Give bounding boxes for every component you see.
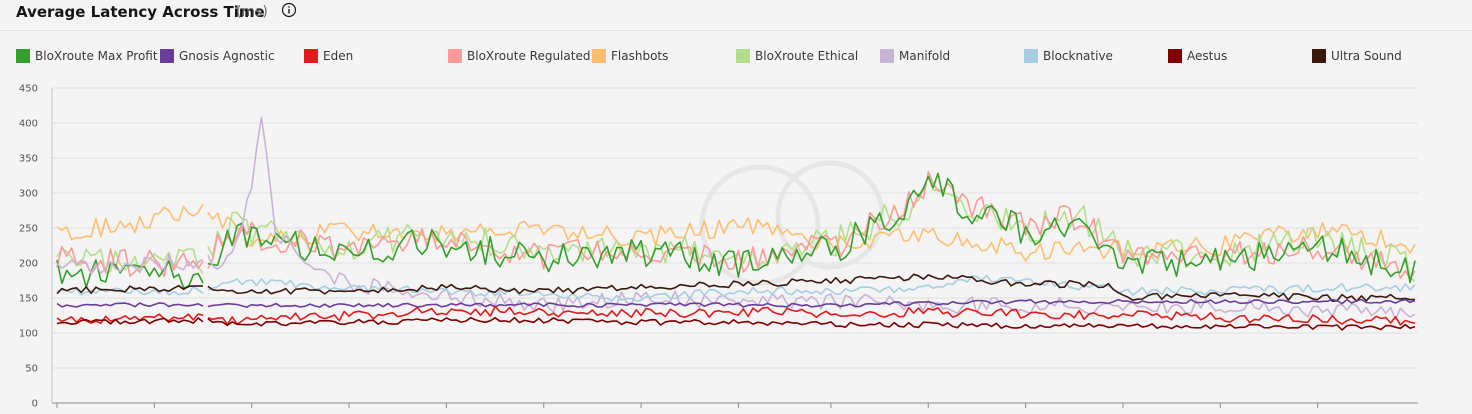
series-line-blocknative[interactable] xyxy=(56,274,1416,302)
legend-swatch xyxy=(1312,49,1326,63)
series-line-manifold[interactable] xyxy=(56,116,1416,321)
legend-label: Manifold xyxy=(899,49,951,63)
series-line-ultra-sound[interactable] xyxy=(56,273,1416,302)
chart-legend: BloXroute Max Profit Gnosis Agnostic Ede… xyxy=(0,47,1472,67)
series-line-gnosis-agnostic[interactable] xyxy=(56,298,1416,308)
chart-unit: (ms) xyxy=(236,4,268,20)
legend-swatch xyxy=(1024,49,1038,63)
plot-area xyxy=(52,88,1418,403)
info-icon[interactable] xyxy=(281,2,297,18)
legend-swatch xyxy=(1168,49,1182,63)
legend-label: Eden xyxy=(323,49,354,63)
y-tick-label: 400 xyxy=(19,119,38,130)
legend-swatch xyxy=(16,49,30,63)
chart-header: Average Latency Across Time (ms) xyxy=(0,0,1472,31)
legend-label: Gnosis Agnostic xyxy=(179,49,275,63)
y-tick-label: 250 xyxy=(19,224,38,235)
y-tick-label: 200 xyxy=(19,259,38,270)
legend-label: Aestus xyxy=(1187,49,1228,63)
legend-label: Flashbots xyxy=(611,49,669,63)
legend-swatch xyxy=(880,49,894,63)
legend-label: BloXroute Ethical xyxy=(755,49,859,63)
legend-label: BloXroute Max Profit xyxy=(35,49,158,63)
y-tick-label: 450 xyxy=(19,84,38,95)
chart-title: Average Latency Across Time xyxy=(16,3,265,21)
legend-label: Ultra Sound xyxy=(1331,49,1402,63)
y-tick-label: 0 xyxy=(32,399,38,410)
y-tick-label: 150 xyxy=(19,294,38,305)
series-line-bloxroute-regulated[interactable] xyxy=(56,170,1416,280)
y-tick-label: 300 xyxy=(19,189,38,200)
legend-swatch xyxy=(736,49,750,63)
y-tick-label: 50 xyxy=(25,364,38,375)
legend-label: BloXroute Regulated xyxy=(467,49,591,63)
legend-label: Blocknative xyxy=(1043,49,1113,63)
legend-swatch xyxy=(448,49,462,63)
series-line-aestus[interactable] xyxy=(56,316,1416,331)
legend-swatch xyxy=(304,49,318,63)
legend-swatch xyxy=(592,49,606,63)
y-tick-label: 350 xyxy=(19,154,38,165)
y-tick-label: 100 xyxy=(19,329,38,340)
legend-swatch xyxy=(160,49,174,63)
series-line-eden[interactable] xyxy=(56,305,1416,326)
line-chart: 0 50 100 150 200 250 300 350 400 450 xyxy=(19,84,1418,410)
